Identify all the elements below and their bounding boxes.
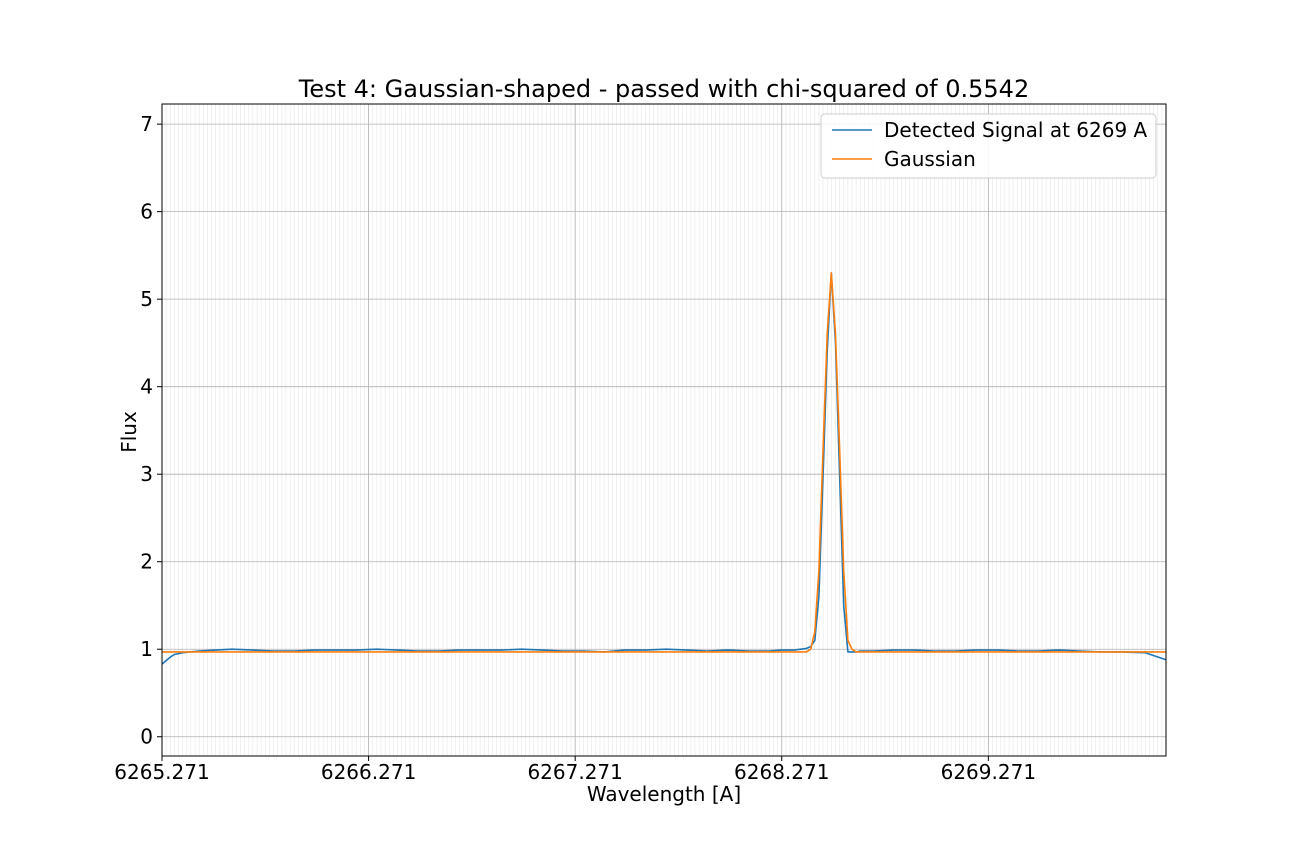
x-tick-label: 6266.271 xyxy=(321,760,416,784)
y-tick-label: 3 xyxy=(140,462,153,486)
minor-grid xyxy=(165,104,1167,756)
legend-box xyxy=(820,113,1157,179)
plot-frame xyxy=(161,103,1167,757)
y-tick-label: 6 xyxy=(140,200,153,224)
x-tick-label: 6265.271 xyxy=(114,760,209,784)
x-axis-label: Wavelength [A] xyxy=(587,782,741,806)
series-line-gaussian xyxy=(162,272,1166,653)
legend-label-detected-signal: Detected Signal at 6269 A xyxy=(884,118,1148,142)
y-tick-label: 4 xyxy=(140,375,153,399)
series-lines xyxy=(161,272,1167,665)
y-axis-label: Flux xyxy=(117,411,141,453)
y-tick-label: 2 xyxy=(140,550,153,574)
x-tick-label: 6268.271 xyxy=(734,760,829,784)
legend: Detected Signal at 6269 A Gaussian xyxy=(820,113,1157,179)
x-ticks: 6265.271 6266.271 6267.271 6268.271 6269.271 xyxy=(114,756,1036,784)
series-line-detected-signal xyxy=(161,272,1167,665)
legend-label-gaussian: Gaussian xyxy=(884,147,976,171)
chart-title: Test 4: Gaussian-shaped - passed with ch… xyxy=(298,75,1029,103)
y-ticks: 0 1 2 3 4 5 6 7 xyxy=(140,112,162,749)
y-tick-label: 5 xyxy=(140,287,153,311)
x-tick-label: 6267.271 xyxy=(527,760,622,784)
y-tick-label: 0 xyxy=(140,725,153,749)
x-tick-label: 6269.271 xyxy=(941,760,1036,784)
y-tick-label: 7 xyxy=(140,112,153,136)
y-tick-label: 1 xyxy=(140,637,153,661)
